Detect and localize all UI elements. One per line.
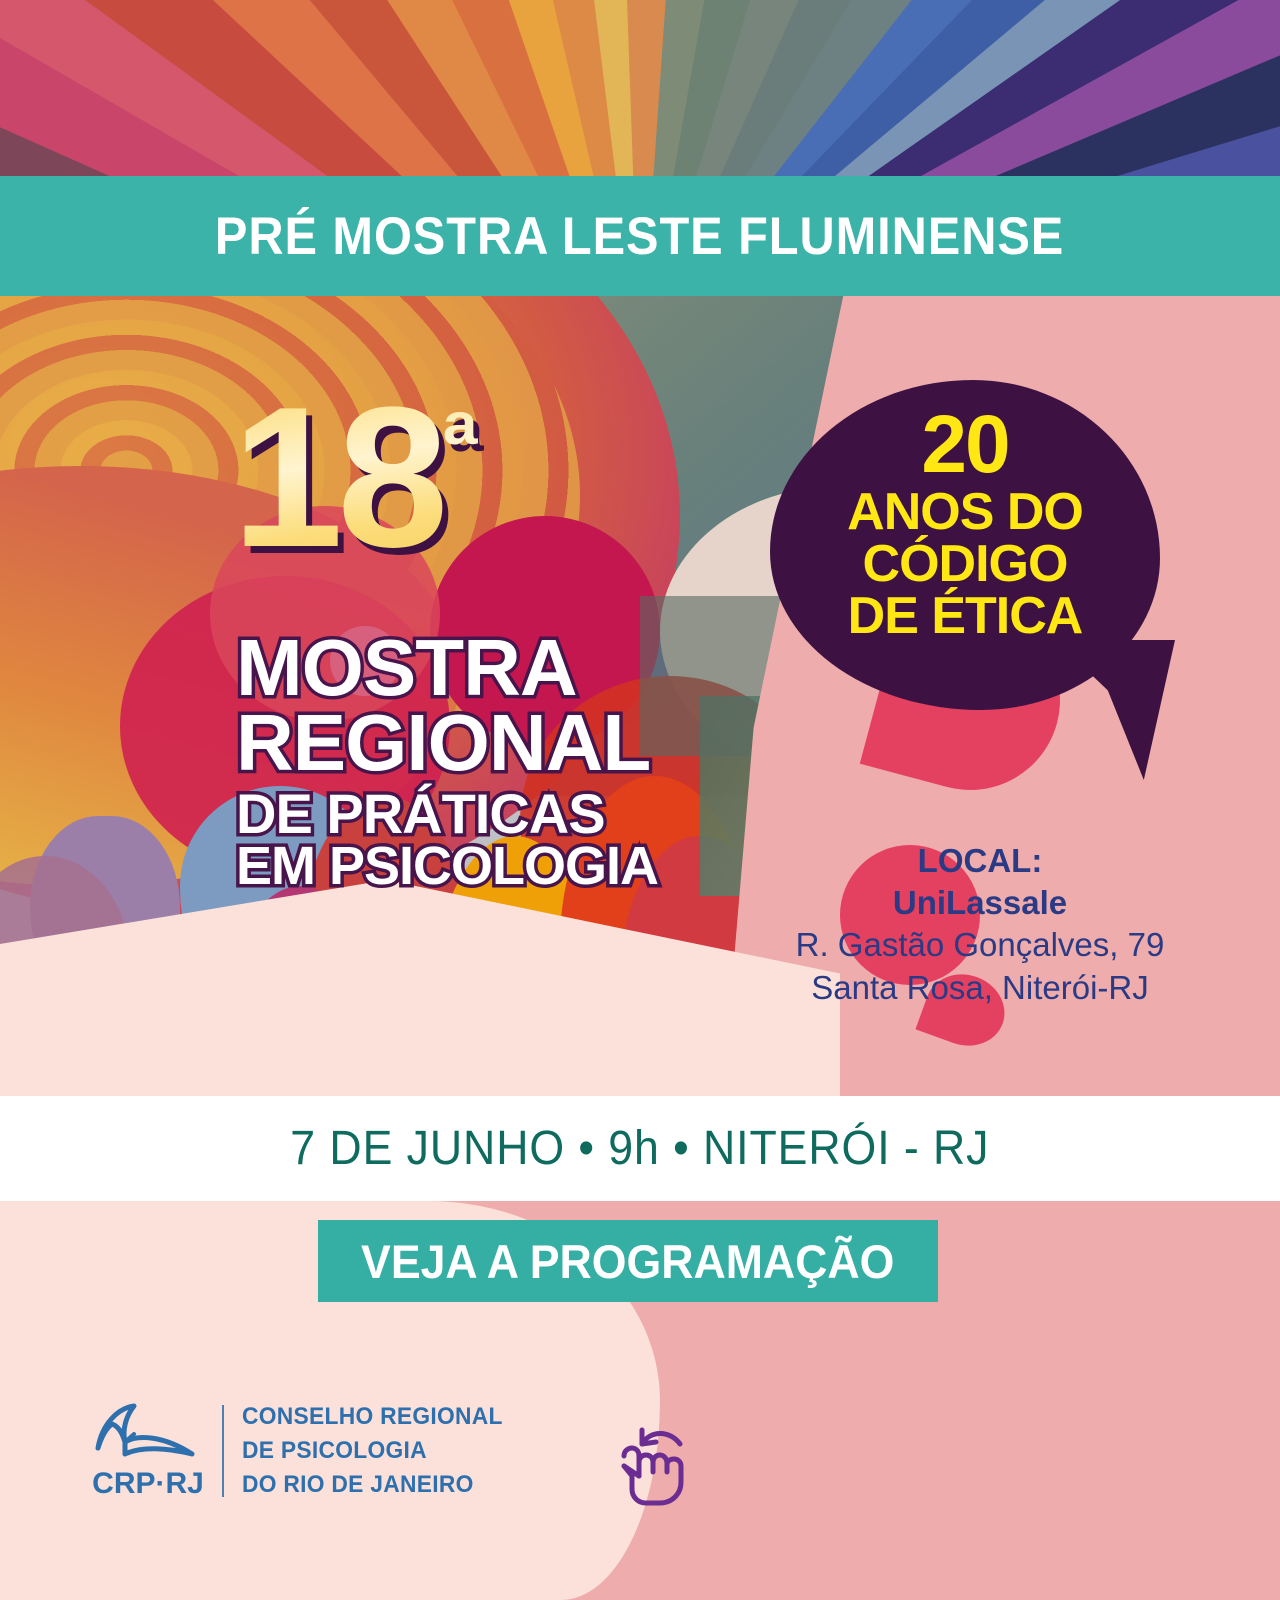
edition-ordinal: ª xyxy=(442,392,478,500)
bubble-line-2: CÓDIGO xyxy=(862,535,1069,593)
speech-bubble xyxy=(770,380,1160,710)
tap-gesture[interactable] xyxy=(598,1404,710,1516)
title-line-1: MOSTRA xyxy=(232,623,581,712)
crp-name-line-1: CONSELHO REGIONAL xyxy=(242,1403,503,1430)
bubble-line-3: DE ÉTICA xyxy=(847,587,1084,645)
rose-blob xyxy=(210,506,440,721)
crp-name-line-2: DE PSICOLOGIA xyxy=(242,1437,427,1465)
title-line-4: EM PSICOLOGIA xyxy=(232,836,662,897)
crp-acronym: CRP·RJ xyxy=(92,1466,204,1500)
event-title: MOSTRA REGIONAL DE PRÁTICAS EM PSICOLOGI… xyxy=(232,623,662,897)
see-program-button[interactable]: VEJA A PROGRAMAÇÃO xyxy=(318,1220,938,1302)
banner-title: PRÉ MOSTRA LESTE FLUMINENSE xyxy=(215,206,1065,266)
venue-info: LOCAL: UniLassale R. Gastão Gonçalves, 7… xyxy=(760,840,1200,1009)
title-line-2: REGIONAL xyxy=(232,698,654,788)
crp-full-name: CONSELHO REGIONAL DE PSICOLOGIA DO RIO D… xyxy=(242,1400,503,1502)
edition-number: 18ª xyxy=(232,378,478,578)
title-line-3: DE PRÁTICAS xyxy=(232,782,609,846)
venue-street: R. Gastão Gonçalves, 79 xyxy=(795,926,1165,964)
venue-name: UniLassale xyxy=(892,884,1068,922)
tap-hand-gesture-icon xyxy=(621,1427,684,1506)
venue-district: Santa Rosa, Niterói-RJ xyxy=(811,968,1149,1006)
bubble-number: 20 xyxy=(921,399,1010,490)
crp-logo: CRP·RJ CONSELHO REGIONAL DE PSICOLOGIA D… xyxy=(92,1400,516,1502)
crp-logo-mark: CRP·RJ xyxy=(92,1402,204,1501)
date-time-location-text: 7 DE JUNHO • 9h • NITERÓI - RJ xyxy=(290,1122,990,1175)
top-banner: PRÉ MOSTRA LESTE FLUMINENSE xyxy=(0,176,1280,296)
venue-label: LOCAL: xyxy=(917,842,1043,879)
edition-number-value: 18 xyxy=(232,366,443,589)
date-band: 7 DE JUNHO • 9h • NITERÓI - RJ xyxy=(0,1096,1280,1201)
bubble-line-1: ANOS DO xyxy=(847,483,1084,541)
pink-dot xyxy=(330,626,400,696)
crp-name-line-3: DO RIO DE JANEIRO xyxy=(242,1471,474,1499)
see-program-button-label: VEJA A PROGRAMAÇÃO xyxy=(361,1234,895,1288)
red-circle-accent xyxy=(840,845,980,985)
crp-bird-book-icon xyxy=(95,1403,195,1457)
speech-bubble-content: 20 ANOS DO CÓDIGO DE ÉTICA xyxy=(780,399,1150,645)
logo-divider xyxy=(222,1405,224,1498)
